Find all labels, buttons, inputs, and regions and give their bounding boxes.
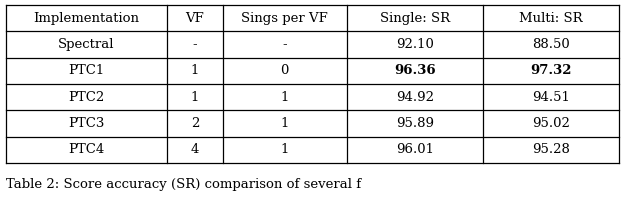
Text: 0: 0 bbox=[280, 64, 289, 77]
Text: -: - bbox=[193, 38, 197, 51]
Text: 88.50: 88.50 bbox=[532, 38, 570, 51]
Text: 94.92: 94.92 bbox=[396, 91, 434, 104]
Text: Multi: SR: Multi: SR bbox=[519, 12, 583, 25]
Text: -: - bbox=[282, 38, 287, 51]
Text: PTC3: PTC3 bbox=[68, 117, 105, 130]
Text: 95.28: 95.28 bbox=[532, 143, 570, 156]
Text: 96.36: 96.36 bbox=[394, 64, 436, 77]
Text: 1: 1 bbox=[280, 91, 289, 104]
Text: 1: 1 bbox=[191, 91, 199, 104]
Text: 1: 1 bbox=[191, 64, 199, 77]
Text: Implementation: Implementation bbox=[34, 12, 140, 25]
Text: 92.10: 92.10 bbox=[396, 38, 434, 51]
Text: PTC4: PTC4 bbox=[68, 143, 105, 156]
Text: 2: 2 bbox=[191, 117, 199, 130]
Text: PTC1: PTC1 bbox=[68, 64, 105, 77]
Text: Spectral: Spectral bbox=[58, 38, 115, 51]
Text: 1: 1 bbox=[280, 143, 289, 156]
Text: 96.01: 96.01 bbox=[396, 143, 434, 156]
Text: VF: VF bbox=[185, 12, 204, 25]
Text: 97.32: 97.32 bbox=[530, 64, 572, 77]
Text: PTC2: PTC2 bbox=[68, 91, 105, 104]
Text: Sings per VF: Sings per VF bbox=[241, 12, 328, 25]
Text: 4: 4 bbox=[191, 143, 199, 156]
Text: 94.51: 94.51 bbox=[532, 91, 570, 104]
Text: 95.02: 95.02 bbox=[532, 117, 570, 130]
Text: 95.89: 95.89 bbox=[396, 117, 434, 130]
Text: Table 2: Score accuracy (SR) comparison of several f: Table 2: Score accuracy (SR) comparison … bbox=[6, 178, 361, 191]
Text: Single: SR: Single: SR bbox=[379, 12, 449, 25]
Text: 1: 1 bbox=[280, 117, 289, 130]
